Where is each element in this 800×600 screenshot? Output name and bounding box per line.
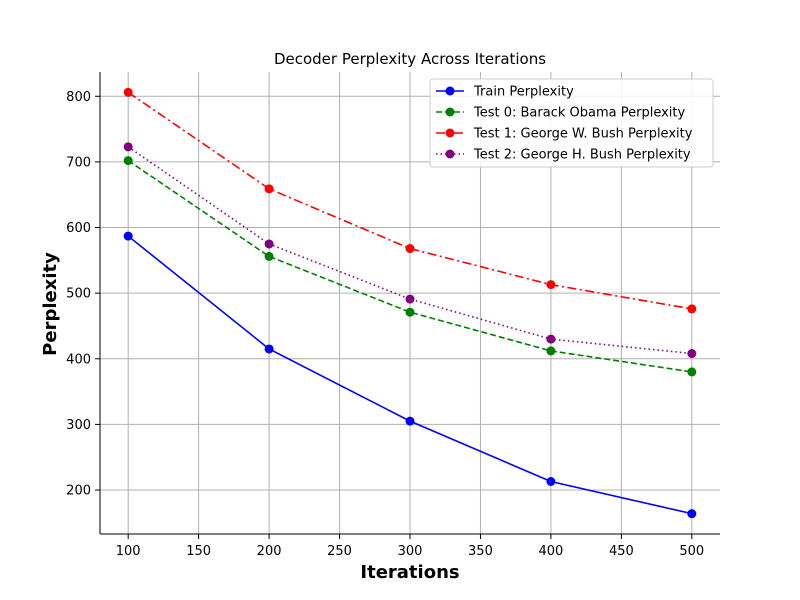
data-point <box>405 307 415 317</box>
legend-marker <box>445 128 455 138</box>
legend-box <box>429 78 714 168</box>
data-point <box>546 280 556 290</box>
y-axis-title: Perplexity <box>40 252 61 356</box>
data-point <box>687 349 697 359</box>
legend-label: Test 2: George H. Bush Perplexity <box>473 148 691 163</box>
series-line-2 <box>127 91 692 310</box>
x-ticks: 100 150 200 250 300 350 400 450 500 <box>116 534 704 559</box>
data-point <box>687 304 697 314</box>
y-tick-label: 600 <box>66 221 91 236</box>
y-tick-label: 500 <box>66 287 91 302</box>
x-tick-label: 300 <box>398 544 423 559</box>
y-tick-label: 400 <box>66 352 91 367</box>
y-ticks: 200 300 400 500 600 700 800 <box>66 90 100 499</box>
x-tick-label: 200 <box>257 544 282 559</box>
data-point <box>687 509 697 519</box>
data-point <box>405 294 415 304</box>
y-tick-label: 300 <box>66 418 91 433</box>
x-tick-label: 450 <box>609 544 634 559</box>
legend-marker <box>445 149 455 159</box>
x-tick-label: 500 <box>679 544 704 559</box>
x-tick-label: 350 <box>468 544 493 559</box>
x-tick-label: 250 <box>327 544 352 559</box>
data-point <box>264 251 274 261</box>
x-tick-label: 400 <box>538 544 563 559</box>
data-point <box>546 346 556 356</box>
data-point <box>123 87 133 97</box>
series-group <box>123 87 697 519</box>
legend-marker <box>445 107 455 117</box>
data-point <box>405 244 415 254</box>
x-tick-label: 150 <box>186 544 211 559</box>
legend: Train Perplexity Test 0: Barack Obama Per… <box>429 78 714 168</box>
legend-label: Test 1: George W. Bush Perplexity <box>473 127 693 142</box>
legend-label: Train Perplexity <box>473 85 574 100</box>
data-point <box>264 239 274 249</box>
data-point <box>123 142 133 152</box>
data-point <box>123 156 133 166</box>
series-line-1 <box>127 159 692 373</box>
data-point <box>123 231 133 241</box>
data-point <box>687 367 697 377</box>
x-tick-label: 100 <box>116 544 141 559</box>
legend-label: Test 0: Barack Obama Perplexity <box>473 106 685 121</box>
data-point <box>264 184 274 194</box>
chart-title: Decoder Perplexity Across Iterations <box>274 50 546 68</box>
legend-marker <box>445 86 455 96</box>
data-point <box>405 416 415 426</box>
y-tick-label: 200 <box>66 484 91 499</box>
data-point <box>546 477 556 486</box>
x-axis-title: Iterations <box>360 562 459 583</box>
data-point <box>264 344 274 354</box>
y-tick-label: 800 <box>66 90 91 105</box>
data-point <box>546 334 556 344</box>
y-tick-label: 700 <box>66 155 91 170</box>
